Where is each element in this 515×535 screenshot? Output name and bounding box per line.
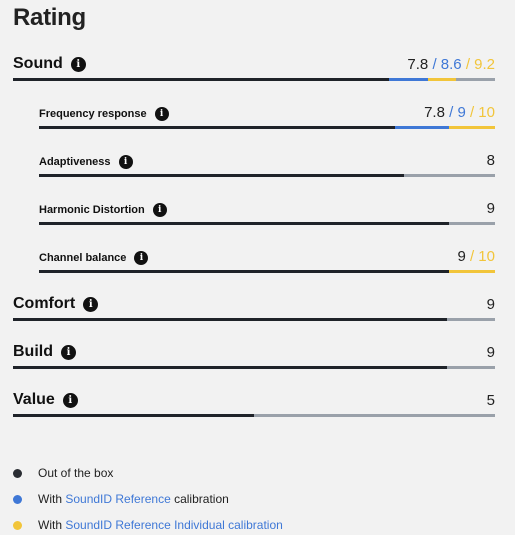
rating-scores: 7.8 / 9 / 10 [424, 104, 495, 121]
legend-item-individual: With SoundID Reference Individual calibr… [13, 512, 283, 535]
rating-label-text: Comfort [13, 295, 76, 312]
rating-label: Sound i [13, 55, 86, 73]
rating-label-text: Channel balance [39, 252, 127, 264]
score-out-of-box: 9 [457, 248, 466, 265]
rating-label: Channel balance i [39, 251, 149, 265]
rating-label-text: Harmonic Distortion [39, 204, 145, 216]
rating-scores: 8 [487, 152, 495, 169]
info-icon[interactable]: i [118, 155, 133, 169]
rating-scores: 9 [487, 296, 495, 313]
score-out-of-box: 9 [486, 296, 495, 313]
soundid-individual-link[interactable]: SoundID Reference Individual calibration [65, 518, 283, 532]
score-out-of-box: 8 [486, 152, 495, 169]
bar-segment-out-of-box [39, 174, 404, 177]
rating-label-text: Value [13, 391, 55, 408]
rating-scores: 7.8 / 8.6 / 9.2 [407, 56, 495, 73]
score-out-of-box: 5 [486, 392, 495, 409]
info-icon[interactable]: i [62, 392, 78, 408]
info-icon[interactable]: i [154, 107, 169, 121]
rating-row-adaptiveness: Adaptiveness i 8 [39, 143, 495, 177]
rating-label: Adaptiveness i [39, 155, 133, 169]
legend-dot-individual [13, 520, 22, 530]
rating-bar [13, 78, 495, 81]
rating-label: Value i [13, 391, 78, 409]
info-icon[interactable]: i [83, 296, 99, 312]
bar-segment-reference [388, 78, 428, 81]
rating-bar [39, 174, 495, 177]
score-reference: / 9 [449, 104, 466, 121]
legend-suffix: calibration [174, 492, 229, 506]
rating-row-build: Build i 9 [13, 335, 495, 369]
rating-row-harmonic-distortion: Harmonic Distortion i 9 [39, 191, 495, 225]
rating-bar [13, 414, 495, 417]
bar-segment-out-of-box [13, 318, 447, 321]
legend-prefix: With [38, 492, 62, 506]
bar-segment-out-of-box [13, 78, 389, 81]
rating-scores: 9 / 10 [457, 248, 495, 265]
rating-label: Build i [13, 343, 76, 361]
legend: Out of the box With SoundID Reference ca… [13, 460, 283, 535]
rating-bar [13, 318, 495, 321]
score-individual: / 9.2 [465, 56, 495, 73]
bar-segment-out-of-box [39, 270, 450, 273]
soundid-reference-link[interactable]: SoundID Reference [65, 492, 171, 506]
rating-scores: 9 [487, 200, 495, 217]
bar-segment-out-of-box [13, 414, 254, 417]
legend-label: Out of the box [38, 466, 114, 480]
rating-bar [13, 366, 495, 369]
score-out-of-box: 9 [486, 200, 495, 217]
rating-row-comfort: Comfort i 9 [13, 287, 495, 321]
bar-segment-individual [449, 270, 495, 273]
score-out-of-box: 9 [486, 344, 495, 361]
score-out-of-box: 7.8 [424, 104, 445, 121]
bar-segment-reference [394, 126, 450, 129]
bar-segment-individual [449, 126, 495, 129]
score-individual: / 10 [469, 104, 495, 121]
bar-segment-out-of-box [39, 222, 450, 225]
rating-label-text: Sound [13, 55, 63, 72]
info-icon[interactable]: i [152, 203, 167, 217]
rating-label-text: Frequency response [39, 108, 147, 120]
bar-segment-out-of-box [39, 126, 395, 129]
score-reference: / 8.6 [432, 56, 462, 73]
legend-prefix: With [38, 518, 62, 532]
rating-scores: 9 [487, 344, 495, 361]
legend-dot-reference [13, 494, 22, 504]
rating-label-text: Build [13, 343, 53, 360]
legend-dot-base [13, 468, 22, 478]
info-icon[interactable]: i [61, 344, 76, 360]
bar-segment-individual [427, 78, 457, 81]
rating-scores: 5 [487, 392, 495, 409]
rating-bar [39, 222, 495, 225]
legend-item-out-of-box: Out of the box [13, 460, 283, 486]
rating-row-value: Value i 5 [13, 383, 495, 417]
rating-bar [39, 270, 495, 273]
rating-row-channel-balance: Channel balance i 9 / 10 [39, 239, 495, 273]
page-title: Rating [13, 4, 86, 31]
rating-label: Frequency response i [39, 107, 169, 121]
rating-row-sound: Sound i 7.8 / 8.6 / 9.2 [13, 47, 495, 81]
rating-label: Comfort i [13, 295, 99, 313]
legend-item-reference: With SoundID Reference calibration [13, 486, 283, 512]
score-out-of-box: 7.8 [407, 56, 429, 73]
info-icon[interactable]: i [134, 251, 149, 265]
bar-segment-out-of-box [13, 366, 447, 369]
rating-bar [39, 126, 495, 129]
score-individual: / 10 [469, 248, 495, 265]
info-icon[interactable]: i [70, 56, 86, 72]
rating-row-frequency-response: Frequency response i 7.8 / 9 / 10 [39, 95, 495, 129]
rating-label-text: Adaptiveness [39, 156, 111, 168]
rating-label: Harmonic Distortion i [39, 203, 167, 217]
